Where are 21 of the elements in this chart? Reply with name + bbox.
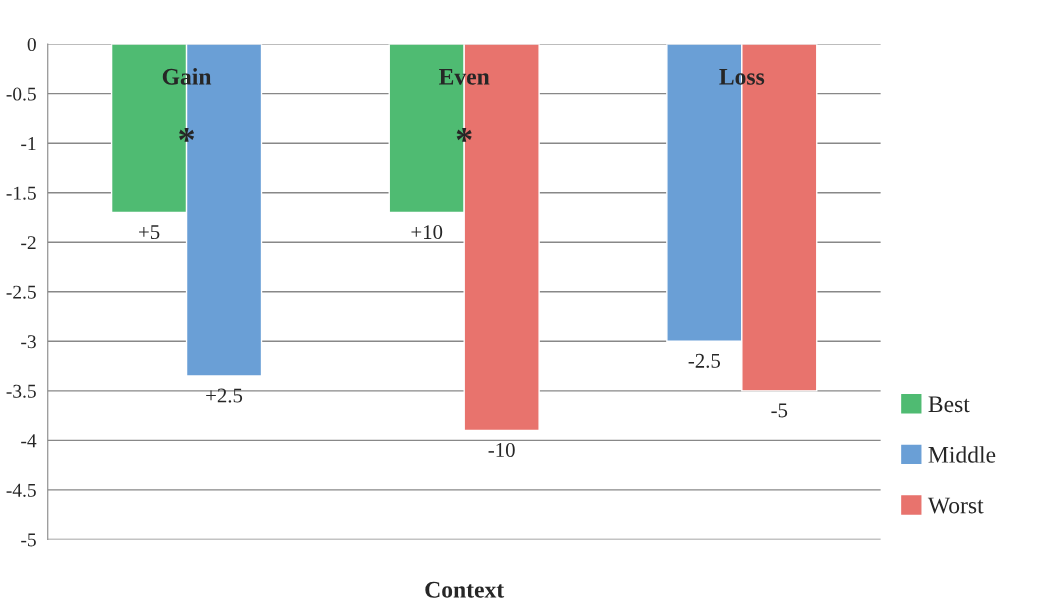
y-tick-label: -3.5: [6, 384, 36, 398]
annotation: +2.5: [206, 388, 243, 403]
annotation: -5: [771, 403, 788, 418]
legend-label: Worst: [927, 497, 984, 514]
annotation: +5: [139, 225, 160, 240]
y-tick-label: -1.5: [6, 186, 36, 200]
y-tick-label: -5: [21, 533, 36, 547]
annotation: -10: [488, 442, 515, 458]
y-tick-label: -2.5: [6, 285, 36, 299]
y-tick-label: -4: [21, 434, 37, 448]
y-tick-label: -0.5: [6, 87, 36, 101]
y-tick-label: -4.5: [6, 483, 36, 497]
y-tick-label: -2: [21, 236, 36, 249]
annotation: -2.5: [688, 353, 721, 368]
legend-label: Middle: [928, 446, 996, 463]
y-tick-label: -3: [21, 335, 36, 349]
annotation: +10: [411, 225, 443, 240]
legend-label: Best: [928, 396, 970, 413]
y-tick-label: -1: [21, 137, 36, 150]
x-axis-title: Context: [425, 581, 505, 598]
y-tick-label: 0: [27, 37, 36, 52]
